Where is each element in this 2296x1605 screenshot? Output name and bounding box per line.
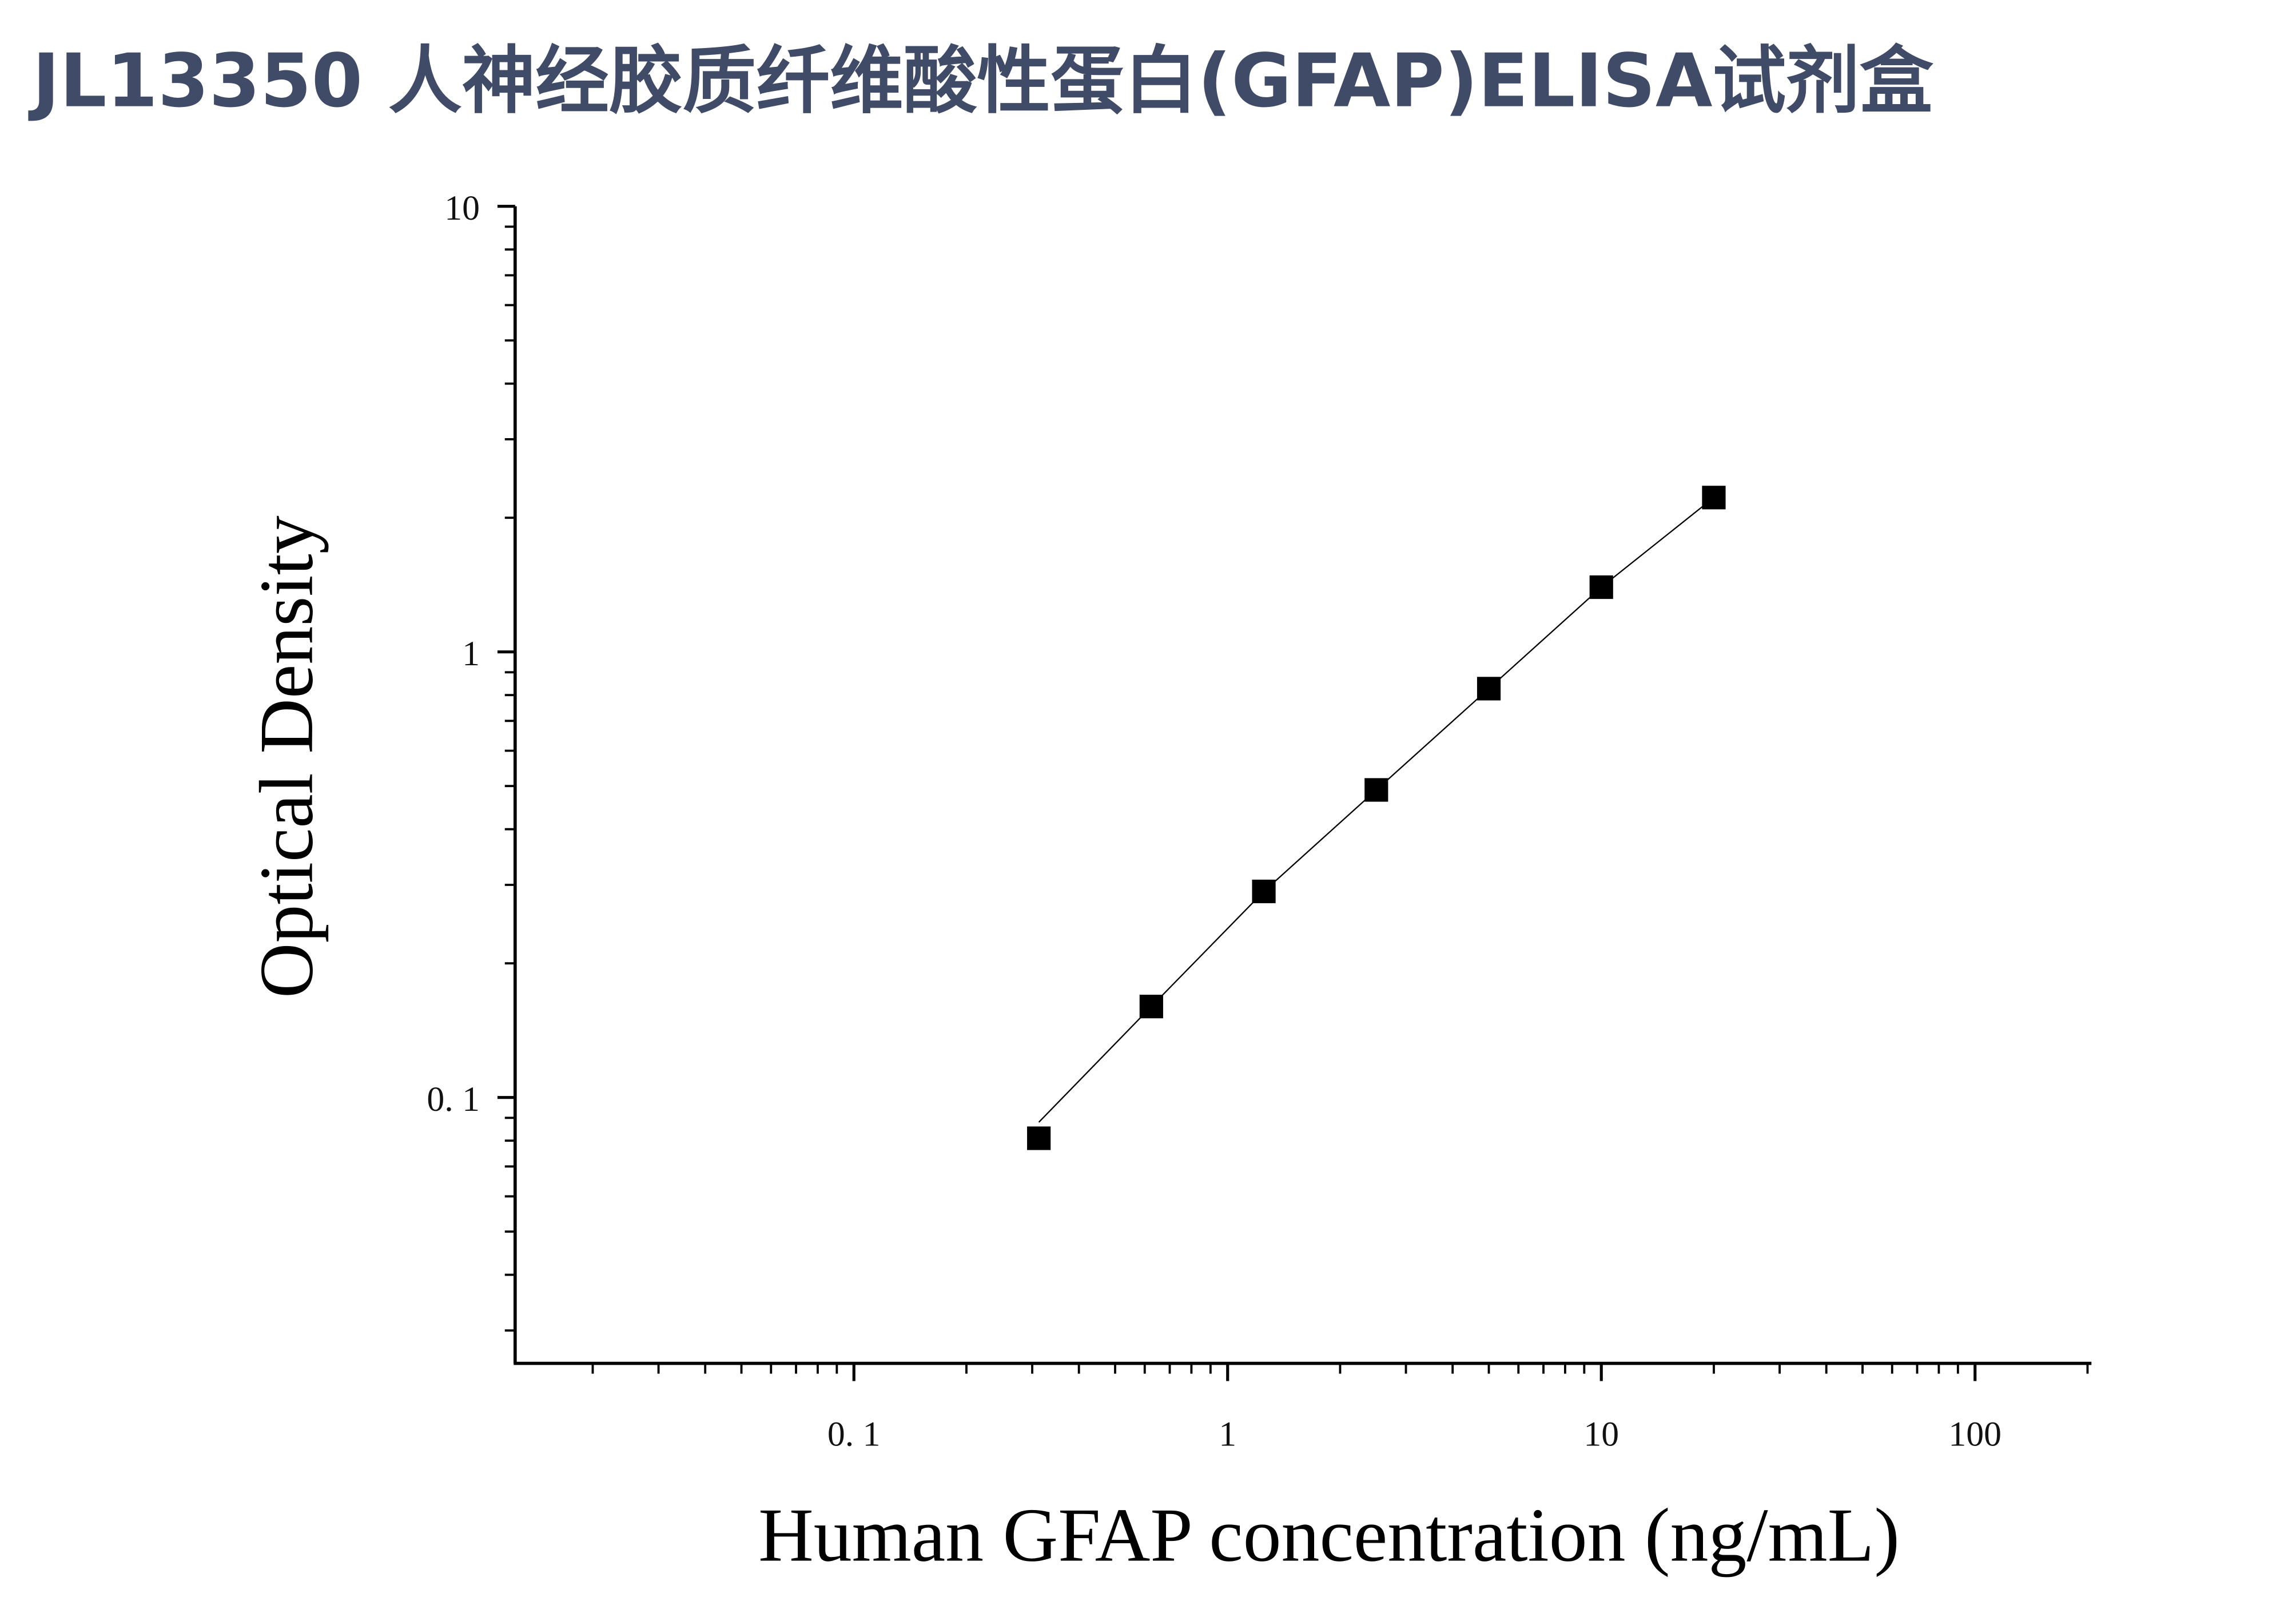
y-tick-label: 0. 1 — [427, 1080, 480, 1119]
chart-title: JL13350 人神经胶质纤维酸性蛋白(GFAP)ELISA试剂盒 — [28, 39, 1934, 124]
y-axis-label: Optical Density — [244, 515, 329, 998]
data-point — [1252, 879, 1276, 904]
data-point — [1364, 778, 1388, 802]
y-tick-label: 1 — [462, 634, 480, 673]
data-point — [1702, 486, 1726, 510]
x-tick-label: 100 — [1948, 1415, 2001, 1454]
x-tick-label: 0. 1 — [827, 1415, 881, 1454]
data-point — [1477, 677, 1501, 701]
x-axis-label: Human GFAP concentration (ng/mL) — [758, 1492, 1900, 1577]
axes — [513, 206, 2092, 1365]
y-tick-label: 10 — [444, 189, 480, 228]
x-tick-label: 1 — [1219, 1415, 1236, 1454]
x-tick-label: 10 — [1583, 1415, 1619, 1454]
data-point — [1589, 575, 1613, 599]
data-point — [1139, 995, 1163, 1019]
data-point — [1027, 1126, 1051, 1150]
